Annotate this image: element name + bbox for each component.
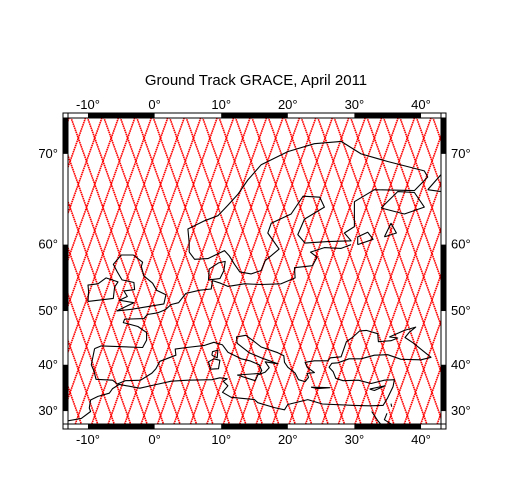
frame-segment-right: [441, 244, 446, 312]
frame-segment-top: [221, 113, 288, 118]
map-title: Ground Track GRACE, April 2011: [145, 72, 367, 89]
lon-label-bottom: -10°: [76, 432, 100, 447]
coastlines: [68, 140, 441, 424]
frame-segment-right: [441, 364, 446, 412]
lon-label-bottom: 10°: [211, 432, 231, 447]
ground-tracks: [68, 118, 441, 424]
lon-label-top: 0°: [148, 97, 160, 112]
frame-segment-right: [441, 118, 446, 154]
lon-label-top: 10°: [211, 97, 231, 112]
lat-label-left: 70°: [38, 146, 58, 161]
lat-label-left: 30°: [38, 403, 58, 418]
frame-segment-bottom: [354, 424, 422, 429]
lon-label-bottom: 0°: [148, 432, 160, 447]
lat-label-left: 40°: [38, 357, 58, 372]
lat-label-right: 60°: [451, 237, 471, 252]
tick-labels: -10° -10° 0° 0° 10° 10° 20° 20° 30° 30° 40° 40° 30° 3…: [38, 97, 470, 447]
frame-corner: [62, 112, 69, 119]
frame-segment-bottom: [87, 424, 155, 429]
lat-label-right: 30°: [451, 403, 471, 418]
lat-label-left: 60°: [38, 237, 58, 252]
lon-label-top: 40°: [411, 97, 431, 112]
map-frame: [62, 112, 447, 430]
frame-segment-bottom: [221, 424, 288, 429]
lon-label-bottom: 30°: [345, 432, 365, 447]
lat-label-right: 70°: [451, 146, 471, 161]
lon-label-bottom: 20°: [278, 432, 298, 447]
coastline-path: [68, 140, 441, 424]
frame-segment-left: [63, 118, 68, 154]
frame-segment-left: [63, 244, 68, 312]
frame-corner: [440, 423, 447, 430]
frame-segment-top: [354, 113, 422, 118]
lat-label-left: 50°: [38, 303, 58, 318]
lat-label-right: 40°: [451, 357, 471, 372]
frame-corner: [440, 112, 447, 119]
frame-corner: [62, 423, 69, 430]
lon-label-top: -10°: [76, 97, 100, 112]
lat-label-right: 50°: [451, 303, 471, 318]
lon-label-top: 30°: [345, 97, 365, 112]
ground-track-lines: [68, 118, 441, 424]
frame-segment-left: [63, 364, 68, 412]
frame-segment-top: [87, 113, 155, 118]
lon-label-top: 20°: [278, 97, 298, 112]
lon-label-bottom: 40°: [411, 432, 431, 447]
